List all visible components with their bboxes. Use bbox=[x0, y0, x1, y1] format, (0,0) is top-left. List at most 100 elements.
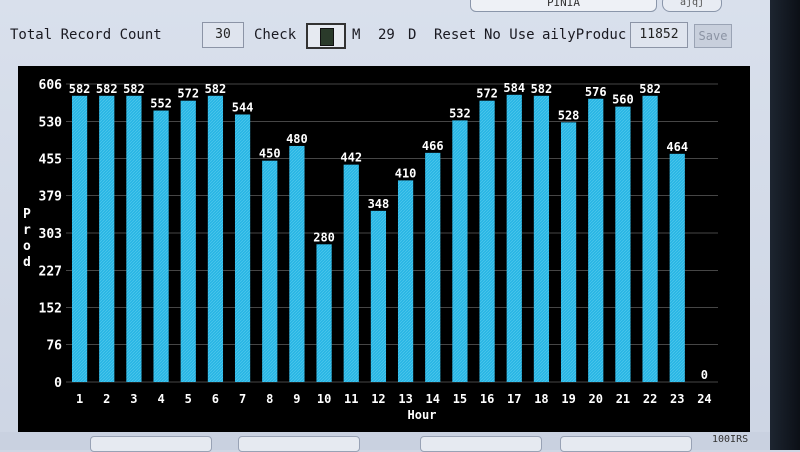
x-tick-label: 3 bbox=[130, 392, 137, 406]
bar bbox=[588, 98, 604, 382]
bar-data-label: 582 bbox=[205, 82, 227, 96]
bar bbox=[669, 153, 685, 382]
y-tick-label: 227 bbox=[39, 264, 62, 279]
bar bbox=[397, 180, 414, 382]
y-axis-label-char: d bbox=[23, 255, 31, 270]
x-tick-label: 23 bbox=[670, 392, 684, 406]
footer-corner-text: 100IRS bbox=[712, 434, 749, 445]
bar bbox=[560, 122, 577, 382]
bar bbox=[126, 95, 142, 383]
bar-data-label: 582 bbox=[531, 82, 553, 96]
bar bbox=[207, 95, 224, 383]
x-axis-label: Hour bbox=[408, 408, 437, 422]
bar-data-label: 0 bbox=[701, 368, 708, 382]
bar-data-label: 532 bbox=[449, 106, 471, 120]
bar-data-label: 552 bbox=[150, 97, 172, 111]
bar-data-label: 466 bbox=[422, 139, 444, 153]
bar-data-label: 528 bbox=[558, 108, 580, 122]
x-tick-label: 19 bbox=[561, 392, 575, 406]
y-tick-label: 455 bbox=[39, 152, 62, 167]
bar-data-label: 464 bbox=[666, 140, 688, 154]
save-button-label: Save bbox=[698, 29, 728, 43]
x-tick-label: 10 bbox=[317, 392, 331, 406]
bar-data-label: 582 bbox=[639, 82, 661, 96]
production-bar-chart: 076152227303379455530606Prod582158225823… bbox=[23, 78, 718, 422]
screen: PINIA ajqj Total Record Count 30 Check M… bbox=[0, 0, 770, 452]
save-button[interactable]: Save bbox=[694, 24, 732, 48]
x-tick-label: 4 bbox=[157, 392, 164, 406]
y-tick-label: 303 bbox=[39, 227, 62, 242]
total-record-value: 30 bbox=[215, 27, 231, 42]
x-tick-label: 7 bbox=[239, 392, 246, 406]
check-toggle[interactable] bbox=[306, 23, 346, 49]
bar bbox=[506, 94, 522, 382]
x-tick-label: 13 bbox=[398, 392, 412, 406]
toolbar: Total Record Count 30 Check M 29 D Reset… bbox=[0, 22, 770, 56]
bar bbox=[533, 95, 550, 383]
y-tick-label: 152 bbox=[39, 301, 62, 316]
x-tick-label: 9 bbox=[293, 392, 300, 406]
bar-data-label: 442 bbox=[340, 151, 362, 165]
bar-data-label: 544 bbox=[232, 100, 254, 114]
x-tick-label: 21 bbox=[616, 392, 630, 406]
bar-data-label: 584 bbox=[503, 81, 525, 95]
y-axis-label-char: r bbox=[23, 223, 31, 238]
total-record-label: Total Record Count bbox=[10, 27, 162, 43]
corner-button[interactable]: ajqj bbox=[662, 0, 722, 12]
bar-data-label: 576 bbox=[585, 85, 607, 99]
x-tick-label: 24 bbox=[697, 392, 711, 406]
x-tick-label: 16 bbox=[480, 392, 494, 406]
bar-data-label: 560 bbox=[612, 93, 634, 107]
y-tick-label: 379 bbox=[39, 190, 62, 205]
x-tick-label: 8 bbox=[266, 392, 273, 406]
bar bbox=[153, 110, 169, 383]
tab-label: PINIA bbox=[546, 0, 581, 9]
y-tick-label: 606 bbox=[39, 78, 63, 93]
bar bbox=[642, 95, 658, 383]
x-tick-label: 5 bbox=[185, 392, 192, 406]
bar-data-label: 410 bbox=[395, 166, 417, 180]
x-tick-label: 6 bbox=[212, 392, 219, 406]
check-toggle-knob bbox=[320, 28, 334, 46]
bar bbox=[316, 244, 332, 382]
y-tick-label: 0 bbox=[54, 376, 62, 391]
bar-data-label: 582 bbox=[96, 82, 118, 96]
day-value: 29 bbox=[378, 27, 395, 43]
x-tick-label: 14 bbox=[426, 392, 440, 406]
x-tick-label: 18 bbox=[534, 392, 548, 406]
x-tick-label: 15 bbox=[453, 392, 467, 406]
y-tick-label: 530 bbox=[39, 115, 63, 130]
total-record-field[interactable]: 30 bbox=[202, 22, 244, 48]
bar bbox=[262, 160, 278, 382]
bar bbox=[343, 164, 359, 382]
tab-pinia[interactable]: PINIA bbox=[470, 0, 657, 12]
monitor-bezel bbox=[770, 0, 800, 450]
bar bbox=[71, 95, 88, 383]
day-label: D bbox=[408, 27, 417, 43]
bar-data-label: 572 bbox=[476, 87, 498, 101]
bar-data-label: 450 bbox=[259, 147, 281, 161]
x-tick-label: 2 bbox=[103, 392, 110, 406]
bar-data-label: 582 bbox=[123, 82, 145, 96]
no-use-button[interactable]: No Use bbox=[484, 27, 535, 43]
daily-product-value: 11852 bbox=[639, 27, 679, 42]
reset-button[interactable]: Reset bbox=[434, 27, 477, 43]
y-axis-label-char: o bbox=[23, 239, 31, 254]
x-tick-label: 11 bbox=[344, 392, 358, 406]
bar-data-label: 280 bbox=[313, 230, 335, 244]
bar bbox=[425, 152, 441, 382]
month-label: M bbox=[352, 27, 361, 43]
x-tick-label: 1 bbox=[76, 392, 83, 406]
check-label: Check bbox=[254, 27, 297, 43]
bar-data-label: 480 bbox=[286, 132, 308, 146]
x-tick-label: 12 bbox=[371, 392, 385, 406]
x-tick-label: 20 bbox=[589, 392, 603, 406]
bar-data-label: 572 bbox=[177, 87, 199, 101]
corner-button-label: ajqj bbox=[679, 0, 705, 8]
daily-product-field[interactable]: 11852 bbox=[630, 22, 688, 48]
bar bbox=[452, 120, 468, 382]
bar bbox=[479, 100, 495, 382]
x-tick-label: 22 bbox=[643, 392, 657, 406]
daily-product-label: ailyProduc bbox=[542, 27, 627, 43]
